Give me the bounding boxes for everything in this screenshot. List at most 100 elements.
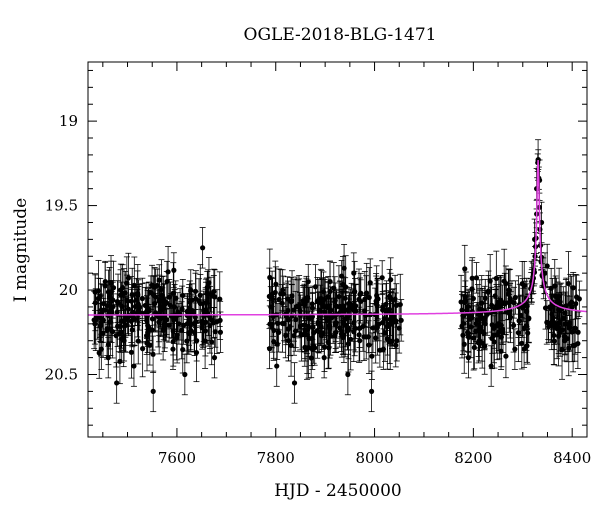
data-point <box>302 328 308 334</box>
data-point <box>544 319 550 326</box>
x-tick-label: 7800 <box>257 449 295 467</box>
data-point <box>114 309 120 315</box>
data-point <box>150 351 156 357</box>
data-point <box>321 344 328 350</box>
data-point <box>180 292 186 299</box>
data-point <box>575 340 581 347</box>
data-point <box>135 291 141 297</box>
data-point <box>332 297 338 304</box>
data-point <box>269 291 275 297</box>
data-point <box>494 332 500 338</box>
data-point <box>353 303 359 309</box>
data-point <box>129 327 135 333</box>
data-point <box>324 318 330 324</box>
data-point <box>521 325 527 331</box>
data-point <box>281 321 287 327</box>
data-point <box>93 317 99 323</box>
data-point <box>325 304 331 310</box>
data-point <box>557 319 563 326</box>
data-point <box>180 347 186 353</box>
data-point <box>462 299 468 306</box>
data-point <box>573 294 580 300</box>
data-point <box>301 302 308 308</box>
data-point <box>482 295 488 301</box>
data-point <box>268 304 274 310</box>
data-point <box>119 303 125 309</box>
data-point <box>267 274 273 281</box>
data-point <box>121 334 127 340</box>
data-point <box>125 315 131 321</box>
data-point <box>184 308 190 314</box>
data-point <box>510 322 517 328</box>
data-point <box>173 335 180 341</box>
data-point <box>460 332 466 338</box>
data-point <box>149 282 155 288</box>
data-point <box>341 265 347 271</box>
data-point <box>158 286 165 292</box>
data-point <box>197 292 203 298</box>
data-point <box>206 280 212 286</box>
data-point <box>173 295 179 301</box>
data-point <box>150 388 156 394</box>
data-point <box>390 318 396 324</box>
data-point <box>461 341 467 347</box>
data-point <box>573 301 579 307</box>
x-tick-label: 8200 <box>454 449 492 467</box>
data-point <box>380 304 386 310</box>
data-point <box>171 317 177 323</box>
data-point <box>522 302 528 308</box>
data-point <box>283 332 289 339</box>
data-point <box>487 278 493 284</box>
data-point <box>182 371 188 378</box>
data-point <box>317 312 324 318</box>
data-point <box>164 300 170 306</box>
x-tick-labels: 7600 7800 8000 8200 8400 <box>158 449 591 467</box>
data-point <box>167 302 174 309</box>
data-point <box>484 311 490 317</box>
chart-title: OGLE-2018-BLG-1471 <box>244 25 437 45</box>
data-point <box>567 324 573 330</box>
data-point <box>132 303 138 310</box>
data-point <box>118 292 124 298</box>
data-point <box>379 275 385 281</box>
plot-area <box>87 61 588 438</box>
data-point <box>469 275 475 281</box>
data-point <box>519 281 525 287</box>
x-axis-label: HJD - 2450000 <box>274 481 402 501</box>
data-point <box>117 358 123 364</box>
data-point <box>273 281 279 287</box>
data-point <box>336 294 342 300</box>
data-point <box>110 285 117 291</box>
data-point <box>367 280 373 286</box>
data-point <box>339 273 345 279</box>
data-point <box>384 323 391 330</box>
data-point <box>318 296 324 302</box>
data-point <box>557 329 563 335</box>
data-point <box>209 339 215 345</box>
data-point <box>165 269 171 275</box>
data-point <box>200 245 206 251</box>
data-point <box>150 292 157 298</box>
data-point <box>471 344 477 351</box>
data-point <box>357 338 363 344</box>
data-point <box>278 291 284 297</box>
data-point <box>97 293 103 299</box>
data-point <box>124 297 130 303</box>
data-point <box>559 347 565 353</box>
data-point <box>108 280 114 286</box>
data-point <box>296 304 302 310</box>
data-point <box>547 305 554 311</box>
data-point <box>276 296 282 303</box>
data-point <box>554 326 560 332</box>
data-point <box>202 338 208 344</box>
data-point <box>492 293 498 299</box>
data-point <box>170 346 176 352</box>
data-point <box>572 325 578 331</box>
data-point <box>310 324 316 330</box>
y-tick-label: 19 <box>59 112 78 130</box>
data-point <box>164 317 170 323</box>
data-point <box>345 341 351 347</box>
data-point <box>356 325 363 331</box>
data-point <box>500 300 506 306</box>
data-point <box>495 321 502 327</box>
